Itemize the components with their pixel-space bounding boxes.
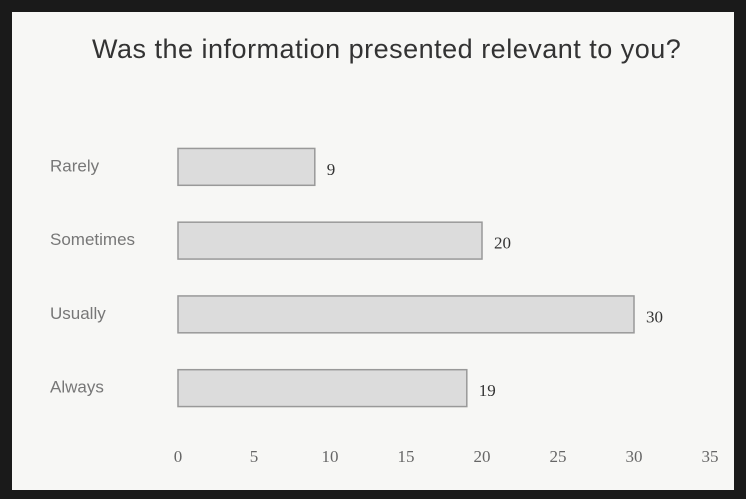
x-tick-label: 0 xyxy=(174,447,183,466)
data-label: 20 xyxy=(494,234,511,253)
bar xyxy=(177,147,316,187)
bar xyxy=(177,221,483,260)
x-tick-label: 35 xyxy=(702,447,719,466)
y-tick-label: Sometimes xyxy=(50,230,135,249)
x-tick-label: 10 xyxy=(322,447,339,466)
x-tick-label: 25 xyxy=(550,447,567,466)
y-tick-label: Always xyxy=(50,378,104,397)
data-label: 30 xyxy=(646,307,663,326)
bar xyxy=(177,295,635,334)
x-tick-label: 15 xyxy=(398,447,415,466)
y-tick-label: Usually xyxy=(50,304,106,323)
chart-title: Was the information presented relevant t… xyxy=(92,34,682,64)
x-tick-label: 5 xyxy=(250,447,259,466)
x-tick-label: 30 xyxy=(626,447,643,466)
x-tick-label: 20 xyxy=(474,447,491,466)
data-label: 9 xyxy=(327,160,336,179)
bar xyxy=(177,368,468,408)
y-tick-label: Rarely xyxy=(50,156,100,175)
data-label: 19 xyxy=(479,381,496,400)
